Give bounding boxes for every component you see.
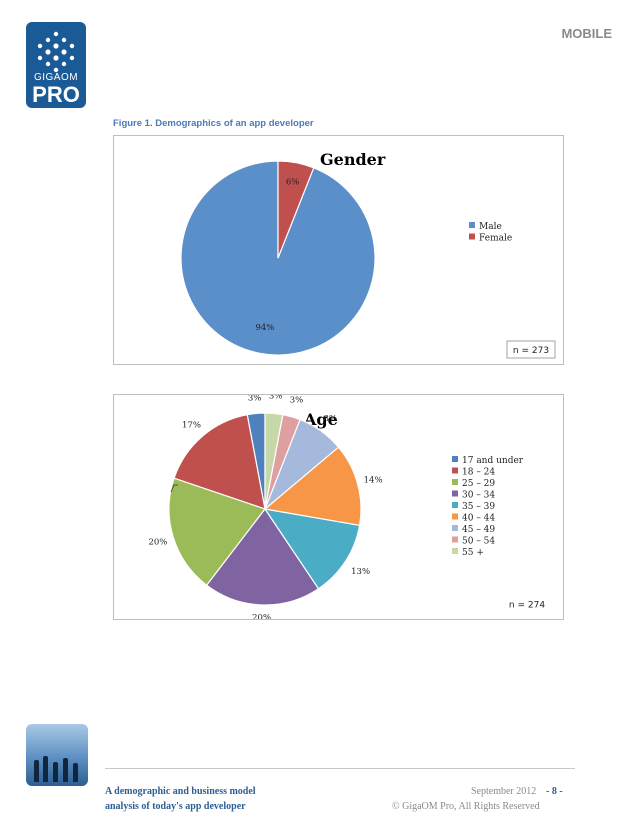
age-value-label-1: 17% xyxy=(182,421,201,431)
age-value-label-6: 8% xyxy=(324,414,338,424)
age-legend-swatch-4 xyxy=(452,502,458,508)
age-legend-swatch-7 xyxy=(452,536,458,543)
footer-page-number: - 8 - xyxy=(546,786,563,797)
age-legend-label-3: 30 – 34 xyxy=(462,491,495,501)
age-chart-title: Age xyxy=(303,410,338,429)
age-legend-swatch-2 xyxy=(452,479,458,485)
logo-product: PRO xyxy=(32,82,80,107)
age-legend-label-4: 35 – 39 xyxy=(462,502,495,512)
age-legend-label-0: 17 and under xyxy=(462,456,524,466)
logo-brand: GIGAOM xyxy=(33,72,79,83)
age-legend-swatch-8 xyxy=(452,548,458,554)
age-legend-label-1: 18 – 24 xyxy=(462,468,495,478)
footer-thumbnail-image xyxy=(26,724,88,786)
section-label: MOBILE xyxy=(561,26,612,41)
gender-legend-swatch-0 xyxy=(469,222,475,228)
gender-value-label-1: 6% xyxy=(286,177,300,187)
gender-pie-chart: Gender 94% 6% Male Female n = 273 xyxy=(180,150,556,359)
age-legend-label-7: 50 – 54 xyxy=(462,537,495,547)
gender-slice-1 xyxy=(277,160,315,259)
age-value-label-7: 3% xyxy=(290,395,304,405)
gender-legend-swatch-1 xyxy=(469,233,475,240)
age-legend-swatch-6 xyxy=(452,525,458,531)
age-slice-5 xyxy=(263,446,362,527)
gender-legend-label-0: Male xyxy=(479,222,502,232)
age-legend-label-6: 45 – 49 xyxy=(462,525,495,535)
age-sample-size: n = 274 xyxy=(509,601,545,611)
age-slice-8 xyxy=(264,412,284,510)
age-value-label-3: 20% xyxy=(252,613,271,619)
age-legend-swatch-1 xyxy=(452,467,458,474)
logo-dots-icon xyxy=(37,31,75,73)
age-pie-chart: Age 3% 17% 20% 20% 13% 14% 8% 3% 3% 17 and under 18… xyxy=(148,395,545,619)
age-legend-label-2: 25 – 29 xyxy=(462,479,495,489)
gender-value-label-0: 94% xyxy=(255,323,274,333)
footer-date: September 2012 xyxy=(471,786,537,797)
footer-title-line2: analysis of today's app developer xyxy=(105,801,246,812)
footer-divider xyxy=(105,768,575,769)
age-legend-swatch-3 xyxy=(452,490,458,497)
age-chart: Age 3% 17% 20% 20% 13% 14% 8% 3% 3% 17 and under 18… xyxy=(113,394,564,620)
gender-chart: Gender 94% 6% Male Female n = 273 xyxy=(113,135,564,365)
age-value-label-4: 13% xyxy=(351,567,370,577)
age-leader-line xyxy=(170,484,178,493)
figure-caption: Figure 1. Demographics of an app develop… xyxy=(113,118,314,129)
age-value-label-0: 3% xyxy=(248,395,262,404)
gender-chart-title: Gender xyxy=(320,150,386,169)
age-slice-4 xyxy=(263,508,361,590)
age-value-label-2: 20% xyxy=(148,538,167,548)
footer-title-line1: A demographic and business model xyxy=(105,786,256,797)
gigaom-pro-logo: GIGAOM PRO xyxy=(26,22,86,108)
gender-sample-size: n = 273 xyxy=(513,346,549,356)
footer-copyright: © GigaOM Pro, All Rights Reserved xyxy=(392,801,540,812)
age-legend-label-5: 40 – 44 xyxy=(462,514,495,524)
age-legend-swatch-0 xyxy=(452,456,458,462)
age-value-label-8: 3% xyxy=(269,395,283,402)
age-slice-2 xyxy=(168,477,266,587)
age-slice-3 xyxy=(205,507,320,606)
gender-sample-box xyxy=(506,340,556,359)
age-legend-label-8: 55 + xyxy=(462,548,484,558)
gender-legend-label-1: Female xyxy=(479,234,512,244)
age-value-label-5: 14% xyxy=(364,476,383,486)
age-legend-swatch-5 xyxy=(452,513,458,520)
